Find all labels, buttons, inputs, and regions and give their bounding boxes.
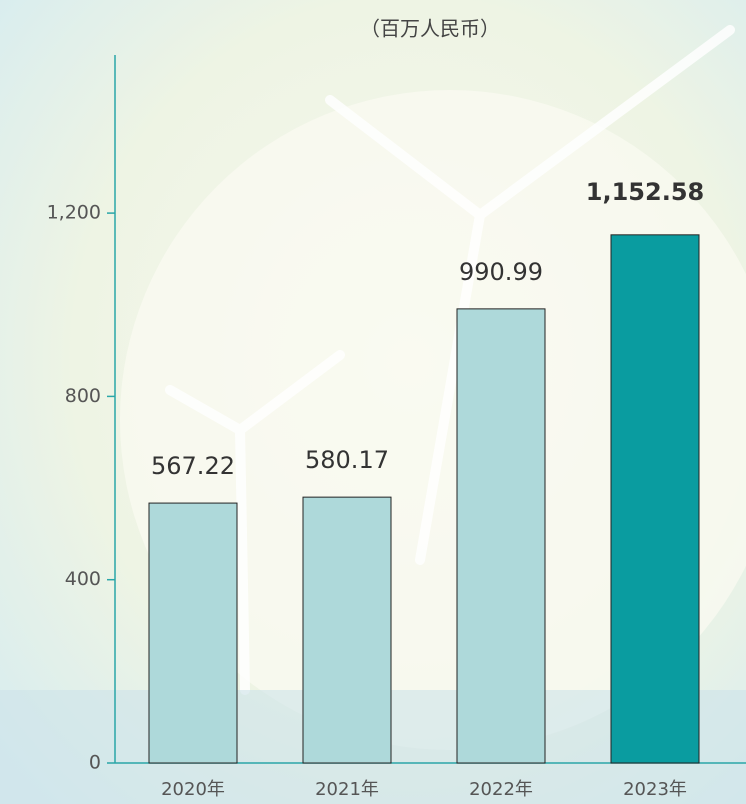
chart-subtitle: （百万人民币） [360, 17, 500, 41]
y-tick-label: 800 [65, 385, 101, 407]
y-tick-label: 0 [89, 752, 101, 774]
x-tick-label: 2020年 [161, 779, 225, 800]
turbine [165, 25, 735, 695]
x-tick-label: 2023年 [623, 779, 687, 800]
value-label: 567.22 [151, 452, 235, 480]
bar [456, 308, 546, 764]
bar [148, 502, 238, 764]
bar [610, 234, 700, 764]
x-tick-label: 2021年 [315, 779, 379, 800]
bar [302, 496, 392, 764]
y-tick-label: 400 [65, 568, 101, 590]
decor-circle [120, 90, 746, 750]
value-label: 990.99 [459, 258, 543, 286]
value-label: 580.17 [305, 446, 389, 474]
y-tick-label: 1,200 [47, 202, 101, 224]
value-label: 1,152.58 [586, 178, 704, 206]
x-tick-label: 2022年 [469, 779, 533, 800]
